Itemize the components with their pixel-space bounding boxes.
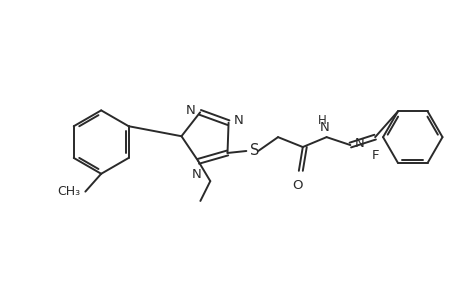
Text: N: N xyxy=(353,136,363,150)
Text: N: N xyxy=(233,114,243,127)
Text: N: N xyxy=(185,104,195,117)
Text: S: S xyxy=(250,143,259,158)
Text: N: N xyxy=(319,121,329,134)
Text: F: F xyxy=(370,149,378,162)
Text: CH₃: CH₃ xyxy=(57,185,80,198)
Text: N: N xyxy=(191,168,201,181)
Text: O: O xyxy=(292,179,302,192)
Text: H: H xyxy=(318,114,326,127)
